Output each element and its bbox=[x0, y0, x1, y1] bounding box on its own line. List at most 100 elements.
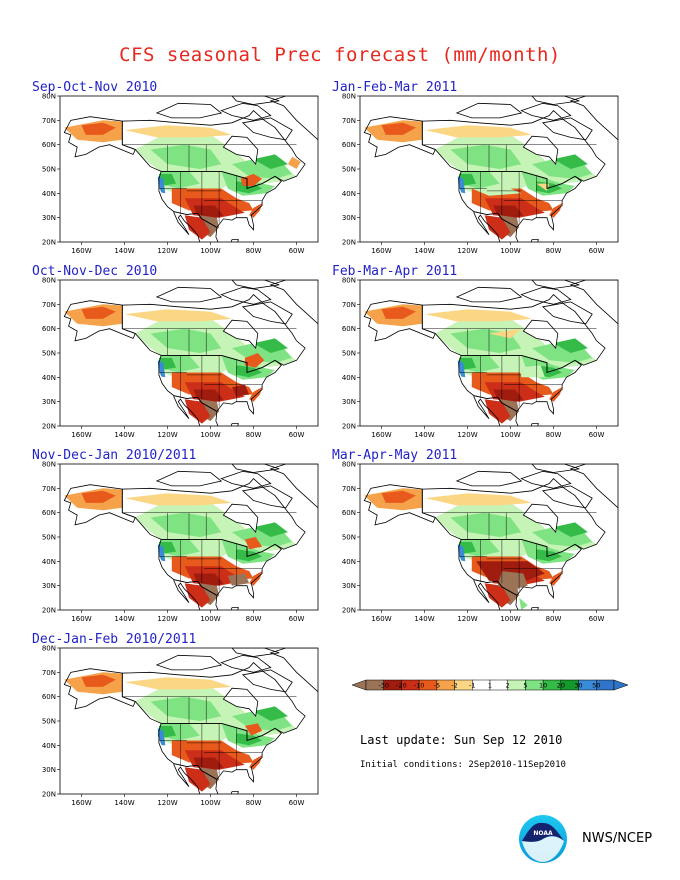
lon-tick-label: 80W bbox=[246, 431, 262, 439]
lat-tick-label: 80N bbox=[342, 277, 356, 285]
lat-tick-label: 60N bbox=[342, 141, 356, 149]
initial-conditions-text: Initial conditions: 2Sep2010-11Sep2010 bbox=[360, 760, 566, 770]
lat-tick-label: 40N bbox=[342, 558, 356, 566]
panel-title: Dec-Jan-Feb 2010/2011 bbox=[32, 632, 197, 647]
map-panel-1: Sep-Oct-Nov 2010 80N 70N 60N 50N 40N 30N 20N 16… bbox=[30, 80, 330, 262]
lat-tick-label: 50N bbox=[42, 166, 56, 174]
map-panel-7: Dec-Jan-Feb 2010/2011 80N 70N 60N 50N 40N 30N… bbox=[30, 632, 330, 814]
lon-tick-label: 100W bbox=[500, 247, 520, 255]
lat-tick-label: 20N bbox=[42, 423, 56, 431]
lon-tick-label: 120W bbox=[457, 431, 477, 439]
precip-map: 80N 70N 60N 50N 40N 30N 20N 160W 140W 120W 100W 80W… bbox=[42, 277, 319, 439]
lat-tick-label: 80N bbox=[42, 461, 56, 469]
lat-tick-label: 50N bbox=[42, 534, 56, 542]
lon-tick-label: 60W bbox=[289, 615, 305, 623]
legend-bar: -30 -20 -10 -5 -2 -1 1 2 5 10 20 30 50 bbox=[352, 679, 629, 691]
lon-tick-label: 120W bbox=[457, 247, 477, 255]
panel-title: Sep-Oct-Nov 2010 bbox=[32, 80, 158, 95]
legend-label: 20 bbox=[557, 682, 565, 690]
map-panel-2: Jan-Feb-Mar 2011 80N 70N 60N 50N 40N 30N 20N 16… bbox=[330, 80, 630, 262]
lon-tick-label: 100W bbox=[500, 431, 520, 439]
lat-tick-label: 30N bbox=[42, 214, 56, 222]
lat-tick-label: 80N bbox=[42, 645, 56, 653]
lat-tick-label: 30N bbox=[342, 582, 356, 590]
map-panel-4: Feb-Mar-Apr 2011 80N 70N 60N 50N 40N 30N 20N 16… bbox=[330, 264, 630, 446]
panel-title: Nov-Dec-Jan 2010/2011 bbox=[32, 448, 197, 463]
lon-tick-label: 160W bbox=[371, 247, 391, 255]
lat-tick-label: 30N bbox=[342, 398, 356, 406]
lat-tick-label: 20N bbox=[342, 607, 356, 615]
logo-text: NOAA bbox=[533, 830, 553, 837]
lon-tick-label: 80W bbox=[246, 247, 262, 255]
lat-tick-label: 20N bbox=[42, 607, 56, 615]
agency-label: NWS/NCEP bbox=[582, 831, 653, 846]
lon-tick-label: 100W bbox=[200, 799, 220, 807]
lon-tick-label: 80W bbox=[246, 615, 262, 623]
lon-tick-label: 140W bbox=[414, 247, 434, 255]
lat-tick-label: 50N bbox=[342, 534, 356, 542]
legend-label: 50 bbox=[592, 682, 600, 690]
legend-arrow-left bbox=[352, 679, 367, 691]
lon-tick-label: 100W bbox=[200, 247, 220, 255]
panel-title: Oct-Nov-Dec 2010 bbox=[32, 264, 158, 279]
lat-tick-label: 70N bbox=[342, 485, 356, 493]
legend-label: -10 bbox=[414, 682, 425, 690]
lat-tick-label: 40N bbox=[42, 558, 56, 566]
lat-tick-label: 40N bbox=[42, 374, 56, 382]
lat-tick-label: 40N bbox=[342, 190, 356, 198]
legend-arrow-right bbox=[613, 679, 629, 691]
lon-tick-label: 100W bbox=[200, 615, 220, 623]
lat-tick-label: 80N bbox=[42, 93, 56, 101]
lat-tick-label: 80N bbox=[42, 277, 56, 285]
lon-tick-label: 160W bbox=[71, 615, 91, 623]
lat-tick-label: 70N bbox=[42, 117, 56, 125]
lat-tick-label: 50N bbox=[342, 166, 356, 174]
legend-label: 30 bbox=[574, 682, 582, 690]
map-panel-6: Mar-Apr-May 2011 80N 70N 60N 50N 40N 30N 20N 16… bbox=[330, 448, 630, 630]
lon-tick-label: 160W bbox=[371, 431, 391, 439]
panel-title: Mar-Apr-May 2011 bbox=[332, 448, 458, 463]
lat-tick-label: 40N bbox=[42, 190, 56, 198]
legend-label: -5 bbox=[434, 682, 440, 690]
lon-tick-label: 60W bbox=[589, 247, 605, 255]
lat-tick-label: 40N bbox=[42, 742, 56, 750]
legend-label: 2 bbox=[506, 682, 510, 690]
lat-tick-label: 30N bbox=[42, 582, 56, 590]
lon-tick-label: 80W bbox=[246, 799, 262, 807]
lon-tick-label: 120W bbox=[457, 615, 477, 623]
legend-label: 1 bbox=[488, 682, 492, 690]
precip-map: 80N 70N 60N 50N 40N 30N 20N 160W 140W 120W 100W 80W… bbox=[342, 93, 619, 255]
lat-tick-label: 50N bbox=[342, 350, 356, 358]
lat-tick-label: 60N bbox=[42, 509, 56, 517]
precip-map: 80N 70N 60N 50N 40N 30N 20N 160W 140W 120W 100W 80W… bbox=[342, 461, 619, 623]
lat-tick-label: 50N bbox=[42, 350, 56, 358]
lon-tick-label: 160W bbox=[71, 799, 91, 807]
precip-map: 80N 70N 60N 50N 40N 30N 20N 160W 140W 120W 100W 80W… bbox=[342, 277, 619, 439]
lat-tick-label: 20N bbox=[342, 239, 356, 247]
lat-tick-label: 30N bbox=[42, 766, 56, 774]
lon-tick-label: 160W bbox=[71, 431, 91, 439]
legend-label: -2 bbox=[451, 682, 457, 690]
lat-tick-label: 70N bbox=[42, 301, 56, 309]
lat-tick-label: 60N bbox=[342, 509, 356, 517]
lon-tick-label: 60W bbox=[289, 799, 305, 807]
lat-tick-label: 80N bbox=[342, 93, 356, 101]
lat-tick-label: 40N bbox=[342, 374, 356, 382]
lat-tick-label: 70N bbox=[342, 301, 356, 309]
lon-tick-label: 120W bbox=[157, 247, 177, 255]
map-panel-3: Oct-Nov-Dec 2010 80N 70N 60N 50N 40N 30N 20N 16… bbox=[30, 264, 330, 446]
lat-tick-label: 60N bbox=[42, 141, 56, 149]
legend-label: -30 bbox=[378, 682, 389, 690]
panel-title: Jan-Feb-Mar 2011 bbox=[332, 80, 458, 95]
lon-tick-label: 100W bbox=[200, 431, 220, 439]
lon-tick-label: 160W bbox=[371, 615, 391, 623]
lon-tick-label: 140W bbox=[414, 431, 434, 439]
lat-tick-label: 50N bbox=[42, 718, 56, 726]
lon-tick-label: 80W bbox=[546, 431, 562, 439]
lon-tick-label: 80W bbox=[546, 247, 562, 255]
lon-tick-label: 140W bbox=[414, 615, 434, 623]
lon-tick-label: 140W bbox=[114, 799, 134, 807]
lon-tick-label: 120W bbox=[157, 431, 177, 439]
lat-tick-label: 60N bbox=[42, 325, 56, 333]
precip-map: 80N 70N 60N 50N 40N 30N 20N 160W 140W 120W 100W 80W… bbox=[42, 645, 319, 807]
